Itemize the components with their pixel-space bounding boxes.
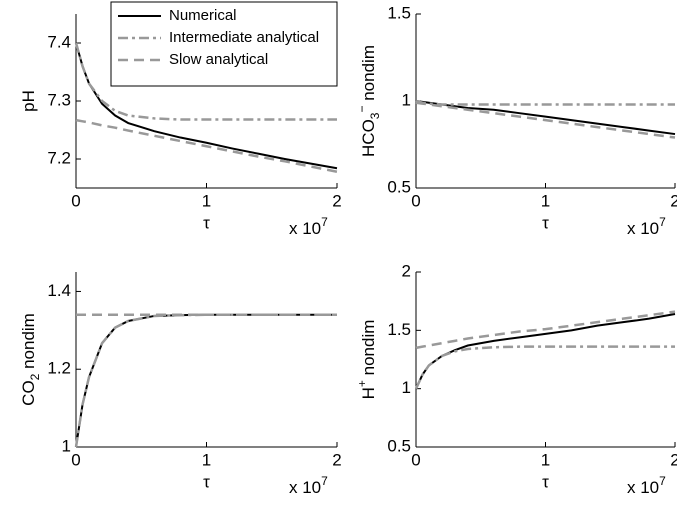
- subplot: 0.5 1 1.5 0 1 2 τ x 107 HCO3− nondim: [355, 3, 677, 238]
- y-label-part: nondim: [19, 313, 38, 373]
- y-tick-label: 1: [402, 378, 411, 397]
- y-tick-label: 7.3: [47, 90, 71, 109]
- multiplier-base: x 10: [627, 219, 659, 238]
- x-tick-label: 2: [670, 450, 677, 469]
- y-label-part: pH: [19, 90, 38, 112]
- y-label-part: nondim: [359, 45, 378, 105]
- subplot: 0.5 1 1.5 2 0 1 2 τ x 107 H+ nondim: [355, 261, 677, 497]
- y-label-part: HCO: [359, 119, 378, 157]
- x-tick-label: 0: [71, 450, 80, 469]
- y-tick-label: 7.4: [47, 32, 71, 51]
- multiplier-base: x 10: [289, 219, 321, 238]
- y-label-part: 2: [28, 373, 42, 380]
- x-tick-label: 2: [332, 191, 341, 210]
- x-axis-label: τ: [203, 213, 210, 232]
- legend-label: Numerical: [169, 7, 237, 24]
- y-tick-label: 1.5: [387, 3, 411, 22]
- x-tick-label: 2: [332, 450, 341, 469]
- x-multiplier: x 107: [627, 215, 666, 238]
- y-tick-label: 7.2: [47, 148, 71, 167]
- y-label-part: nondim: [359, 320, 378, 380]
- multiplier-exp: 7: [321, 215, 328, 229]
- y-axis-label: HCO3− nondim: [355, 45, 382, 157]
- x-tick-label: 2: [670, 191, 677, 210]
- legend-label: Intermediate analytical: [169, 29, 319, 46]
- multiplier-base: x 10: [289, 478, 321, 497]
- data-line: [414, 345, 675, 390]
- x-multiplier: x 107: [289, 474, 328, 497]
- y-label-part: 3: [368, 112, 382, 119]
- legend-label: Slow analytical: [169, 51, 268, 68]
- y-tick-label: 0.5: [387, 177, 411, 196]
- y-tick-label: 1.4: [47, 281, 71, 300]
- y-label-part: +: [355, 380, 369, 387]
- y-tick-label: 1.2: [47, 359, 71, 378]
- x-tick-label: 0: [411, 450, 420, 469]
- x-axis-label: τ: [542, 213, 549, 232]
- data-line: [74, 42, 337, 121]
- x-tick-label: 1: [202, 450, 211, 469]
- data-line: [415, 99, 675, 106]
- y-tick-label: 1: [62, 436, 71, 455]
- y-tick-label: 2: [402, 261, 411, 280]
- y-tick-label: 1: [402, 90, 411, 109]
- y-axis-label: pH: [19, 90, 38, 112]
- x-axis-label: τ: [203, 472, 210, 491]
- data-line: [75, 118, 338, 173]
- y-label-part: −: [355, 106, 369, 113]
- multiplier-base: x 10: [627, 478, 659, 497]
- y-tick-label: 1.5: [387, 320, 411, 339]
- y-axis-label: CO2 nondim: [19, 313, 42, 406]
- multiplier-exp: 7: [321, 474, 328, 488]
- data-line: [415, 100, 676, 136]
- x-axis-label: τ: [542, 472, 549, 491]
- y-tick-label: 0.5: [387, 436, 411, 455]
- data-line: [415, 101, 676, 139]
- legend: Numerical Intermediate analytical Slow ana…: [110, 1, 338, 87]
- multiplier-exp: 7: [659, 474, 666, 488]
- y-label-part: CO: [19, 380, 38, 406]
- x-tick-label: 1: [541, 450, 550, 469]
- x-multiplier: x 107: [627, 474, 666, 497]
- data-line: [415, 310, 676, 350]
- x-tick-label: 1: [541, 191, 550, 210]
- multiplier-exp: 7: [659, 215, 666, 229]
- x-tick-label: 0: [71, 191, 80, 210]
- data-line: [74, 313, 337, 448]
- y-axis-label: H+ nondim: [355, 320, 378, 400]
- subplot: 7.2 7.3 7.4 0 1 2 τ x 107 pH Numerical Intermediat…: [19, 1, 342, 238]
- x-multiplier: x 107: [289, 215, 328, 238]
- x-tick-label: 0: [411, 191, 420, 210]
- data-line: [75, 313, 337, 448]
- x-tick-label: 1: [202, 191, 211, 210]
- y-label-part: H: [359, 387, 378, 399]
